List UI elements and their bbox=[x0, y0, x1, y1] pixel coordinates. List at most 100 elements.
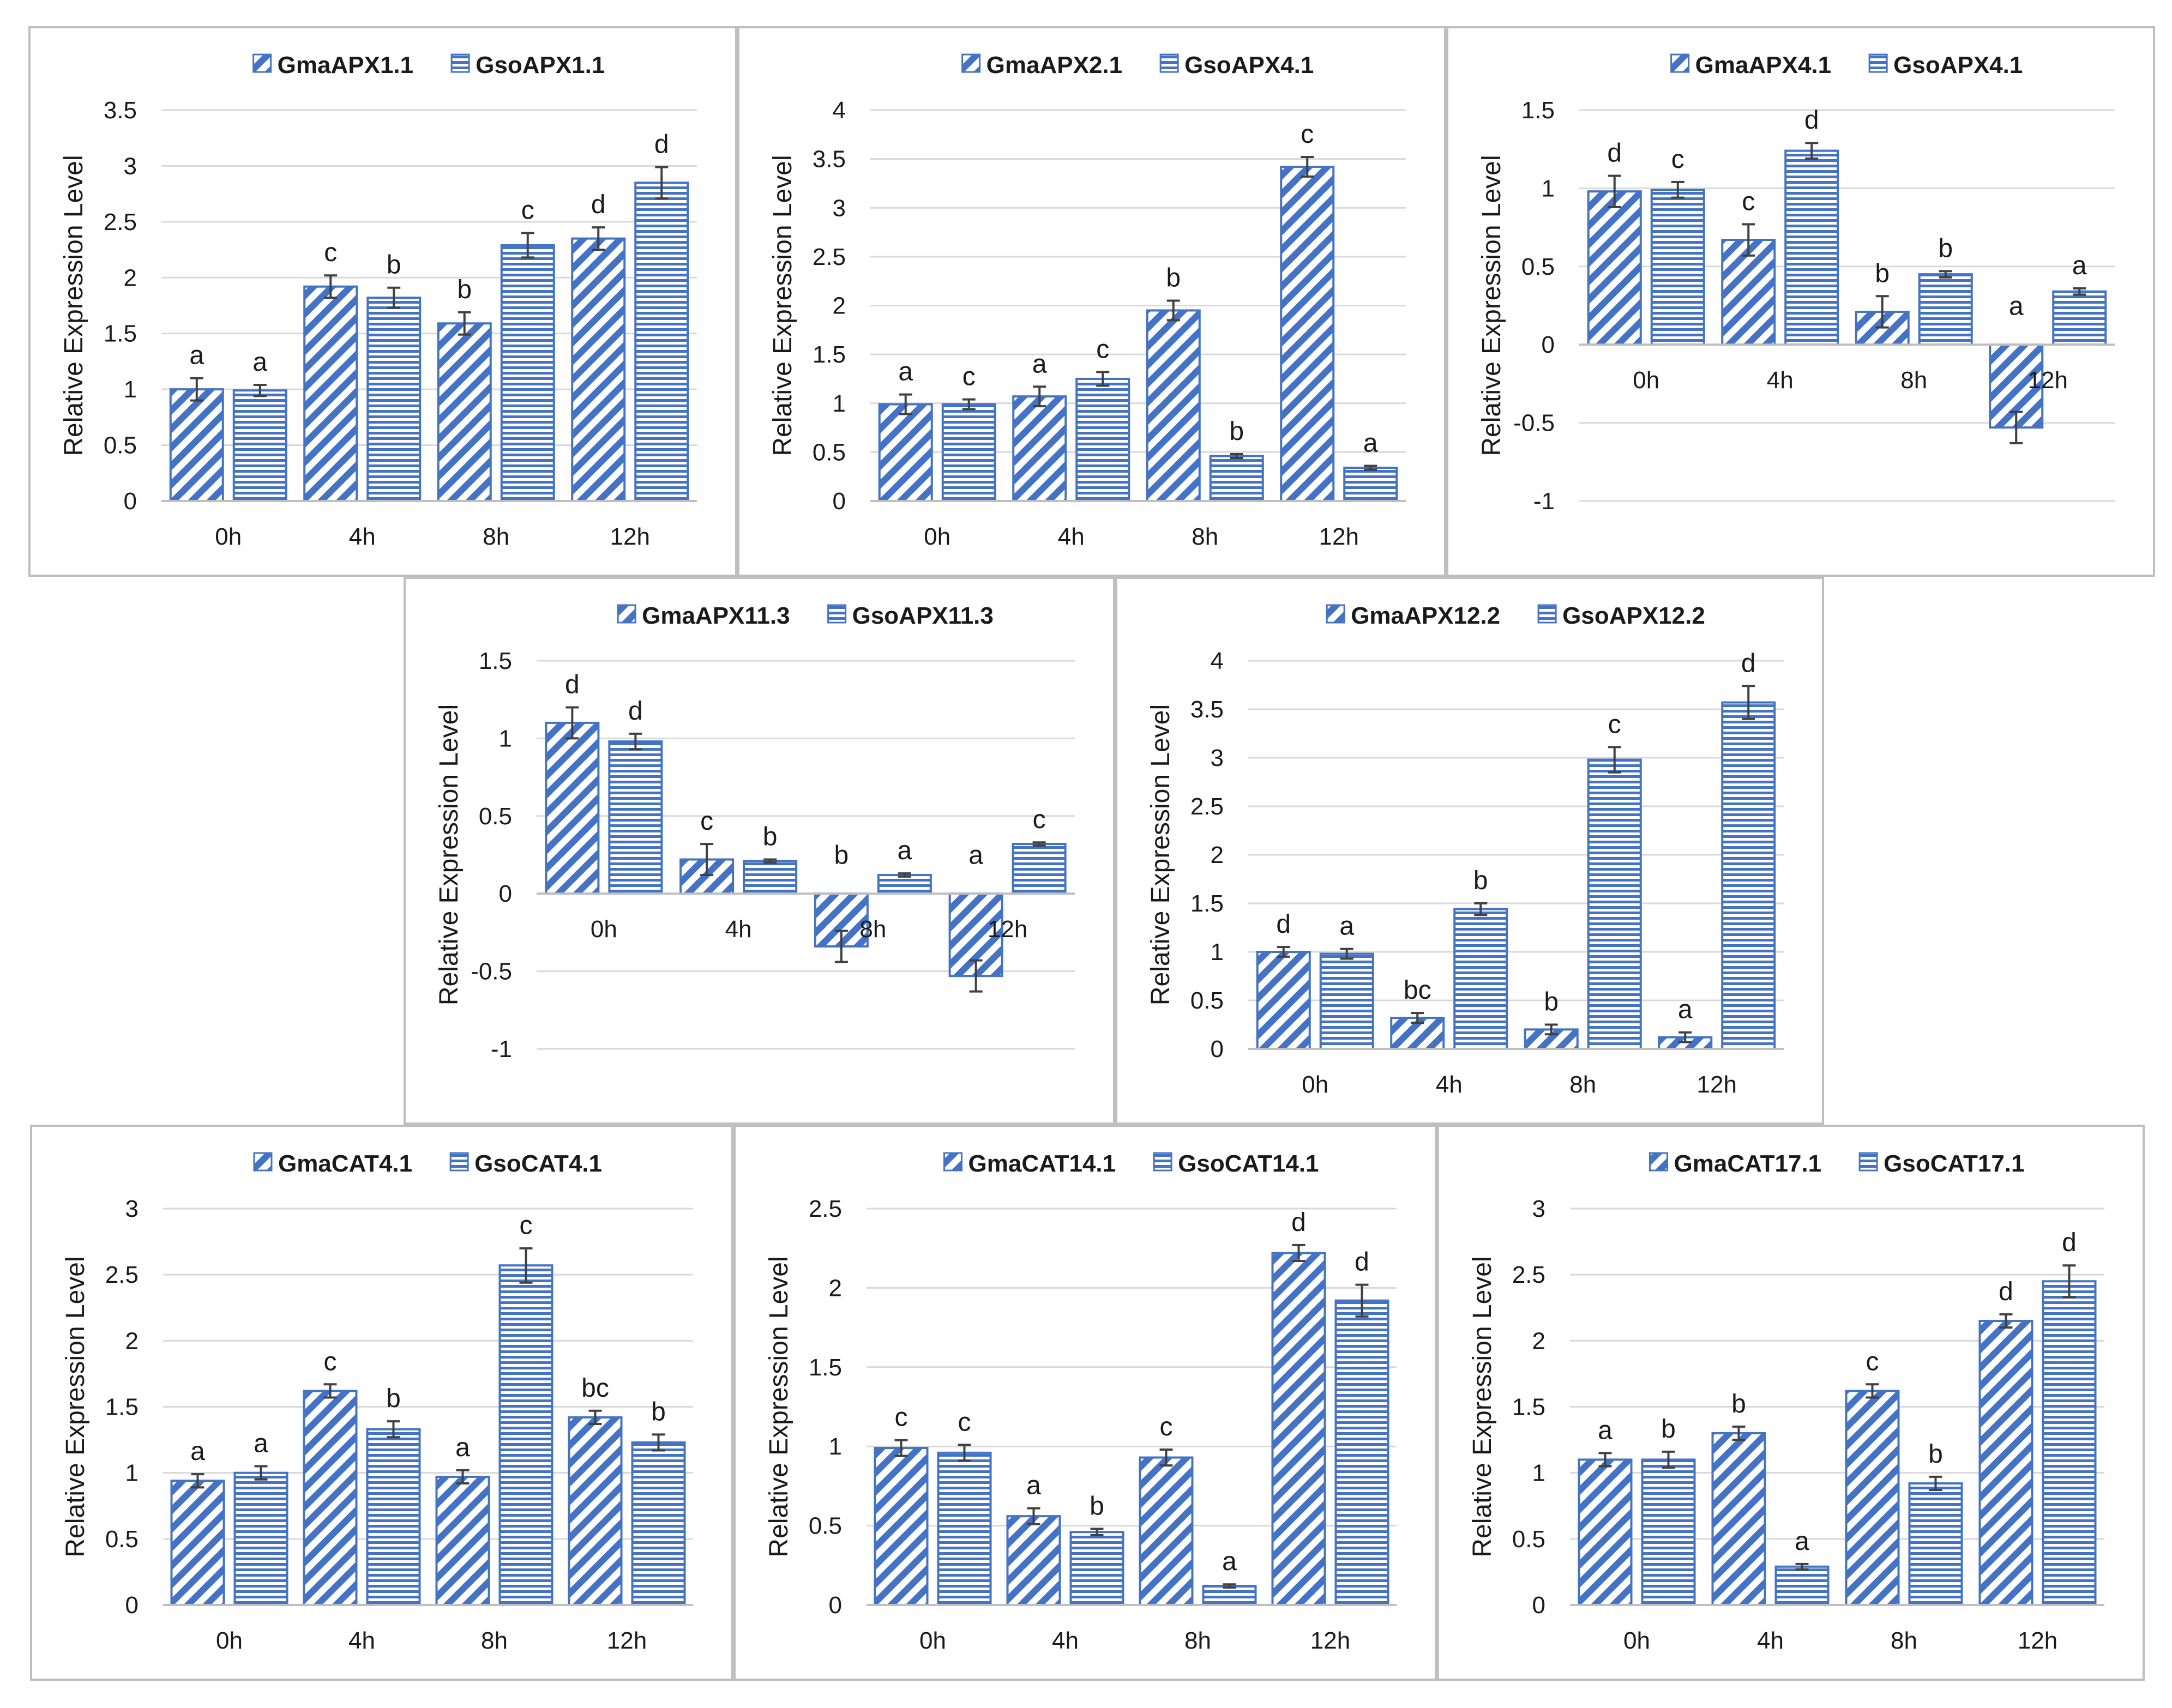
y-tick-label: 1.5 bbox=[1512, 1394, 1545, 1421]
chart-panel-gmacat17-1: 0 0.5 1 1.5 2 2.5 3 Relative Expression Level Gm… bbox=[1437, 1125, 2145, 1681]
x-tick-label: 8h bbox=[859, 916, 886, 943]
bar-gmaapx12-2-0h bbox=[1256, 951, 1311, 1050]
legend-swatch-gmaapx1-1 bbox=[252, 53, 272, 73]
bar-gmacat4-1-0h bbox=[170, 1480, 225, 1606]
y-tick-label: 4 bbox=[1211, 648, 1224, 674]
error-bar bbox=[191, 1473, 204, 1489]
x-tick-label: 12h bbox=[2028, 367, 2068, 394]
chart-panel-gmaapx2-1: 0 0.5 1 1.5 2 2.5 3 3.5 4 Relative Expression Lev… bbox=[737, 26, 1446, 577]
y-tick-label: 1.5 bbox=[1521, 97, 1555, 124]
error-bar bbox=[323, 1383, 337, 1399]
x-tick-label: 8h bbox=[1184, 1627, 1211, 1654]
x-tick-label: 4h bbox=[349, 523, 376, 550]
legend-label-gmaapx11-3: GmaAPX11.3 bbox=[642, 602, 790, 629]
x-tick-label: 0h bbox=[924, 523, 950, 550]
error-bar bbox=[1032, 841, 1046, 847]
bar-gsocat4-1-0h bbox=[233, 1471, 288, 1607]
legend-swatch-gsoapx1-1 bbox=[450, 53, 470, 73]
x-tick-label: 8h bbox=[1569, 1071, 1596, 1098]
bar-gmacat4-1-8h bbox=[435, 1475, 490, 1606]
y-tick-label: 3 bbox=[1532, 1196, 1545, 1222]
significance-letter: a bbox=[2072, 251, 2087, 280]
error-bar bbox=[894, 1439, 908, 1457]
y-axis-label: Relative Expression Level bbox=[1146, 704, 1175, 1005]
error-bar bbox=[1805, 142, 1819, 160]
x-tick-label: 4h bbox=[1767, 367, 1794, 394]
legend-label-gmaapx12-2: GmaAPX12.2 bbox=[1351, 602, 1500, 629]
bar-gsoapx12-2-8h bbox=[1587, 758, 1642, 1050]
significance-letter: bc bbox=[581, 1374, 609, 1403]
significance-letter: a bbox=[189, 341, 204, 370]
bar-gsoapx12-2-12h bbox=[1721, 701, 1776, 1051]
error-bar bbox=[652, 1433, 665, 1452]
legend-swatch-gsoapx4-1 bbox=[1159, 53, 1179, 73]
significance-letter: c bbox=[1160, 1413, 1173, 1441]
x-tick-label: 0h bbox=[1633, 367, 1659, 394]
y-tick-label: 0 bbox=[1211, 1036, 1224, 1063]
x-tick-label: 8h bbox=[481, 1627, 508, 1654]
significance-letter: c bbox=[700, 807, 713, 836]
legend-swatch-gsocat4-1 bbox=[449, 1152, 469, 1172]
bar-gsoapx12-2-4h bbox=[1453, 908, 1508, 1050]
significance-letter: b bbox=[1473, 866, 1488, 895]
chart-panel-gmacat14-1: 0 0.5 1 1.5 2 2.5 Relative Expression Level Gma… bbox=[733, 1125, 1437, 1681]
y-tick-label: 1.5 bbox=[105, 1394, 139, 1421]
x-tick-label: 12h bbox=[607, 1627, 647, 1654]
error-bar bbox=[1732, 1425, 1746, 1441]
legend-label-gsocat14-1: GsoCAT14.1 bbox=[1178, 1150, 1319, 1177]
error-bar bbox=[1230, 452, 1243, 460]
significance-letter: b bbox=[1875, 259, 1890, 288]
y-tick-label: 0 bbox=[124, 488, 137, 515]
significance-letter: d bbox=[1291, 1208, 1306, 1237]
error-bar bbox=[1742, 223, 1755, 257]
error-bar bbox=[1027, 1507, 1040, 1525]
y-tick-label: -1 bbox=[1533, 488, 1555, 515]
x-tick-label: 8h bbox=[1192, 523, 1218, 550]
x-tick-label: 0h bbox=[591, 916, 617, 943]
error-bar bbox=[899, 393, 912, 415]
x-tick-label: 0h bbox=[1302, 1071, 1328, 1098]
bar-gmaapx2-1-0h bbox=[878, 403, 933, 502]
x-tick-label: 8h bbox=[1900, 367, 1927, 394]
significance-letter: c bbox=[895, 1403, 908, 1432]
x-tick-label: 0h bbox=[919, 1627, 946, 1654]
significance-letter: b bbox=[1544, 988, 1559, 1017]
chart-panel-gmaapx12-2: 0 0.5 1 1.5 2 2.5 3 3.5 4 Relative Expression Lev… bbox=[1115, 577, 1824, 1125]
y-tick-label: 1 bbox=[829, 1433, 842, 1460]
y-axis-label: Relative Expression Level bbox=[1477, 155, 1506, 456]
x-tick-label: 4h bbox=[1052, 1627, 1079, 1654]
legend-swatch-gmacat17-1 bbox=[1649, 1152, 1668, 1172]
error-bar bbox=[2073, 287, 2086, 296]
error-bar bbox=[521, 232, 534, 259]
chart-svg: -1 -0.5 0 0.5 1 1.5 Relative Expression Level G… bbox=[1477, 52, 2115, 515]
x-tick-label: 8h bbox=[483, 523, 509, 550]
significance-letter: b bbox=[1938, 234, 1953, 263]
significance-letter: d bbox=[1355, 1248, 1369, 1277]
y-tick-label: 3.5 bbox=[104, 97, 137, 124]
x-tick-label: 4h bbox=[725, 916, 752, 943]
bar-gsoapx4-1-4h bbox=[1075, 377, 1130, 502]
y-tick-label: 0.5 bbox=[809, 1513, 842, 1540]
bar-gmacat17-1-4h bbox=[1711, 1432, 1766, 1606]
y-tick-label: 2.5 bbox=[105, 1262, 139, 1288]
bar-gsocat17-1-8h bbox=[1908, 1482, 1963, 1607]
bar-gsoapx4-1-8h bbox=[1209, 455, 1264, 502]
legend: GmaCAT14.1 GsoCAT14.1 bbox=[943, 1150, 1319, 1177]
significance-letter: b bbox=[1661, 1415, 1676, 1444]
error-bar bbox=[1939, 270, 1952, 279]
error-bar bbox=[1223, 1583, 1236, 1589]
significance-letter: bc bbox=[1404, 976, 1431, 1005]
bar-gmacat4-1-4h bbox=[303, 1390, 358, 1606]
legend-swatch-gsocat14-1 bbox=[1153, 1152, 1172, 1172]
y-tick-label: -0.5 bbox=[471, 958, 512, 985]
bar-gsoapx1-1-4h bbox=[366, 297, 422, 502]
legend-swatch-gmaapx11-3 bbox=[617, 604, 636, 624]
legend-label-gsoapx1-1: GsoAPX1.1 bbox=[476, 52, 605, 79]
error-bar bbox=[1033, 385, 1046, 408]
y-axis-label: Relative Expression Level bbox=[1468, 1256, 1497, 1557]
chart-svg: 0 0.5 1 1.5 2 2.5 3 Relative Expression Level Gm… bbox=[1468, 1150, 2104, 1654]
legend-label-gsoapx12-2: GsoAPX12.2 bbox=[1562, 602, 1705, 629]
significance-letter: d bbox=[591, 190, 606, 219]
y-tick-label: 1.5 bbox=[479, 648, 512, 674]
chart-svg: 0 0.5 1 1.5 2 2.5 Relative Expression Level Gma… bbox=[765, 1150, 1397, 1654]
